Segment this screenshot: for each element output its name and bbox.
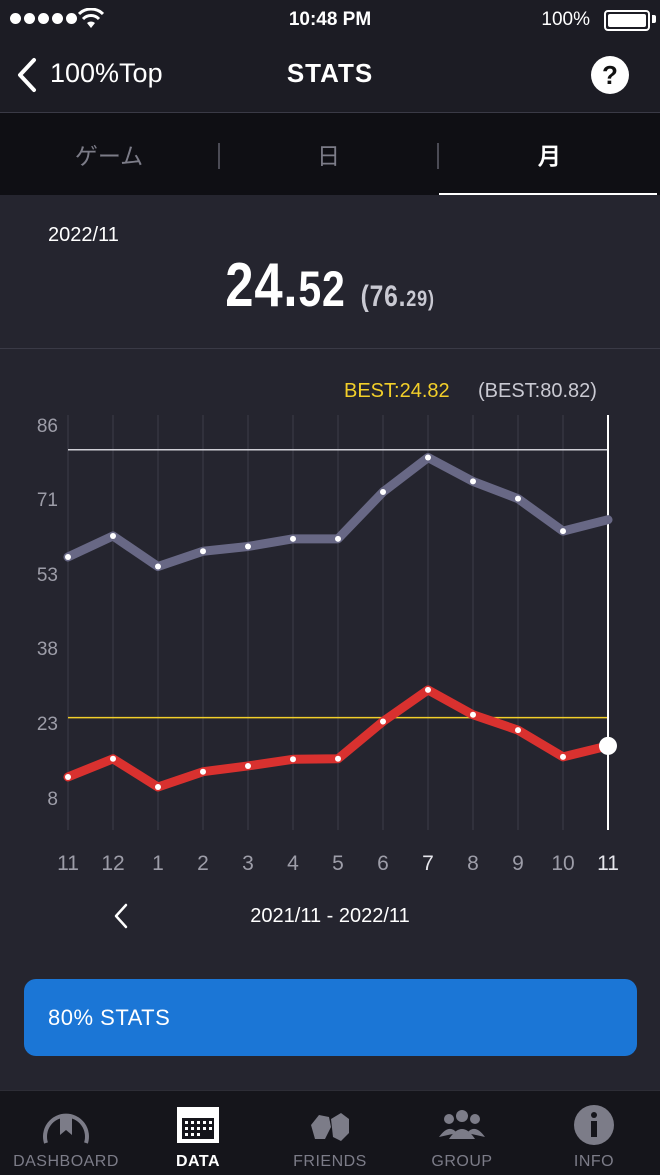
- data-point: [245, 543, 251, 550]
- chevron-left-icon[interactable]: [112, 902, 132, 930]
- x-tick-label: 3: [242, 852, 254, 875]
- tab-friends[interactable]: FRIENDS: [264, 1091, 396, 1175]
- signal-icon: [10, 13, 77, 24]
- y-tick-label: 8: [47, 789, 58, 810]
- data-point: [560, 528, 566, 535]
- tab-game[interactable]: ゲーム: [74, 143, 144, 169]
- x-tick-label: 8: [467, 852, 479, 875]
- tab-info-label: INFO: [573, 1153, 615, 1170]
- data-point: [515, 495, 521, 502]
- stats-80-button-label: 80% STATS: [48, 1005, 171, 1030]
- stat-sub-decimal: 29): [406, 286, 435, 311]
- tab-month[interactable]: 月: [538, 143, 561, 169]
- x-tick-label: 5: [332, 852, 344, 875]
- best-primary: BEST:24.82: [344, 380, 450, 402]
- data-point: [65, 553, 71, 560]
- x-tick-label: 7: [422, 852, 434, 875]
- data-point: [110, 532, 116, 539]
- x-tick-label: 6: [377, 852, 389, 875]
- data-point: [290, 756, 296, 763]
- data-point: [155, 784, 161, 791]
- x-tick-label: 11: [597, 852, 619, 875]
- date-range: 2021/11 - 2022/11: [250, 905, 410, 927]
- selected-data-point: [599, 736, 617, 755]
- stat-sub-int: (76.: [360, 280, 407, 313]
- best-secondary: (BEST:80.82): [478, 380, 597, 402]
- battery-tip: [652, 15, 656, 23]
- tab-dashboard[interactable]: DASHBOARD: [0, 1091, 132, 1175]
- x-tick-label: 1: [152, 852, 164, 875]
- data-point: [335, 535, 341, 542]
- tab-divider: [218, 143, 220, 169]
- data-point: [560, 753, 566, 760]
- period-tabs: ゲーム 日 月: [0, 113, 660, 195]
- stats-80-button[interactable]: 80% STATS: [24, 979, 637, 1056]
- data-point: [470, 478, 476, 485]
- tab-friends-label: FRIENDS: [293, 1153, 367, 1170]
- tab-data-label: DATA: [175, 1153, 221, 1170]
- x-tick-label: 9: [512, 852, 524, 875]
- data-point: [200, 768, 206, 775]
- stat-value: 24.52 (76.29): [59, 250, 600, 321]
- stat-value-int: 24.: [225, 251, 299, 320]
- friends-icon: [311, 1113, 349, 1141]
- data-icon: [177, 1107, 219, 1143]
- tab-group[interactable]: GROUP: [396, 1091, 528, 1175]
- status-time: 10:48 PM: [288, 9, 372, 30]
- y-tick-label: 71: [37, 490, 58, 511]
- wifi-icon: [78, 8, 104, 28]
- data-point: [425, 686, 431, 693]
- data-point: [335, 755, 341, 762]
- help-button[interactable]: ?: [591, 56, 629, 94]
- period-label: 2022/11: [48, 224, 119, 246]
- page-title: STATS: [286, 58, 374, 88]
- info-icon: [574, 1105, 614, 1145]
- bottom-tab-bar: DASHBOARD DATA FRIENDS GROUP: [0, 1090, 660, 1175]
- data-point: [470, 711, 476, 718]
- y-tick-label: 23: [37, 714, 58, 735]
- data-point: [155, 563, 161, 570]
- stat-sub-value: (76.29): [361, 280, 435, 313]
- data-point: [110, 755, 116, 762]
- x-tick-label: 4: [287, 852, 299, 875]
- data-point: [200, 548, 206, 555]
- stat-value-decimal: 52: [298, 261, 346, 317]
- nav-bar: [0, 40, 660, 113]
- data-point: [380, 718, 386, 725]
- x-tick-label: 10: [551, 852, 574, 875]
- y-tick-label: 86: [37, 416, 58, 437]
- x-tick-label: 2: [197, 852, 209, 875]
- divider: [0, 348, 660, 349]
- status-bar: [0, 0, 660, 40]
- tab-info[interactable]: INFO: [528, 1091, 660, 1175]
- group-icon: [439, 1110, 485, 1139]
- x-tick-label: 11: [57, 852, 79, 875]
- data-point: [515, 727, 521, 734]
- tab-data[interactable]: DATA: [132, 1091, 264, 1175]
- back-button[interactable]: 100%Top: [50, 58, 163, 88]
- data-point: [245, 762, 251, 769]
- dashboard-icon: [43, 1113, 89, 1144]
- tab-group-label: GROUP: [431, 1153, 493, 1170]
- y-tick-label: 53: [37, 565, 58, 586]
- data-point: [290, 535, 296, 542]
- battery-icon: [604, 10, 650, 31]
- tab-active-indicator: [439, 193, 657, 195]
- tab-dashboard-label: DASHBOARD: [13, 1153, 119, 1170]
- x-tick-label: 12: [101, 852, 124, 875]
- tab-divider: [437, 143, 439, 169]
- data-point: [425, 454, 431, 461]
- data-point: [380, 488, 386, 495]
- y-tick-label: 38: [37, 639, 58, 660]
- tab-day[interactable]: 日: [317, 143, 340, 169]
- chevron-left-icon[interactable]: [14, 56, 40, 94]
- data-point: [65, 773, 71, 780]
- battery-percent: 100%: [541, 9, 590, 30]
